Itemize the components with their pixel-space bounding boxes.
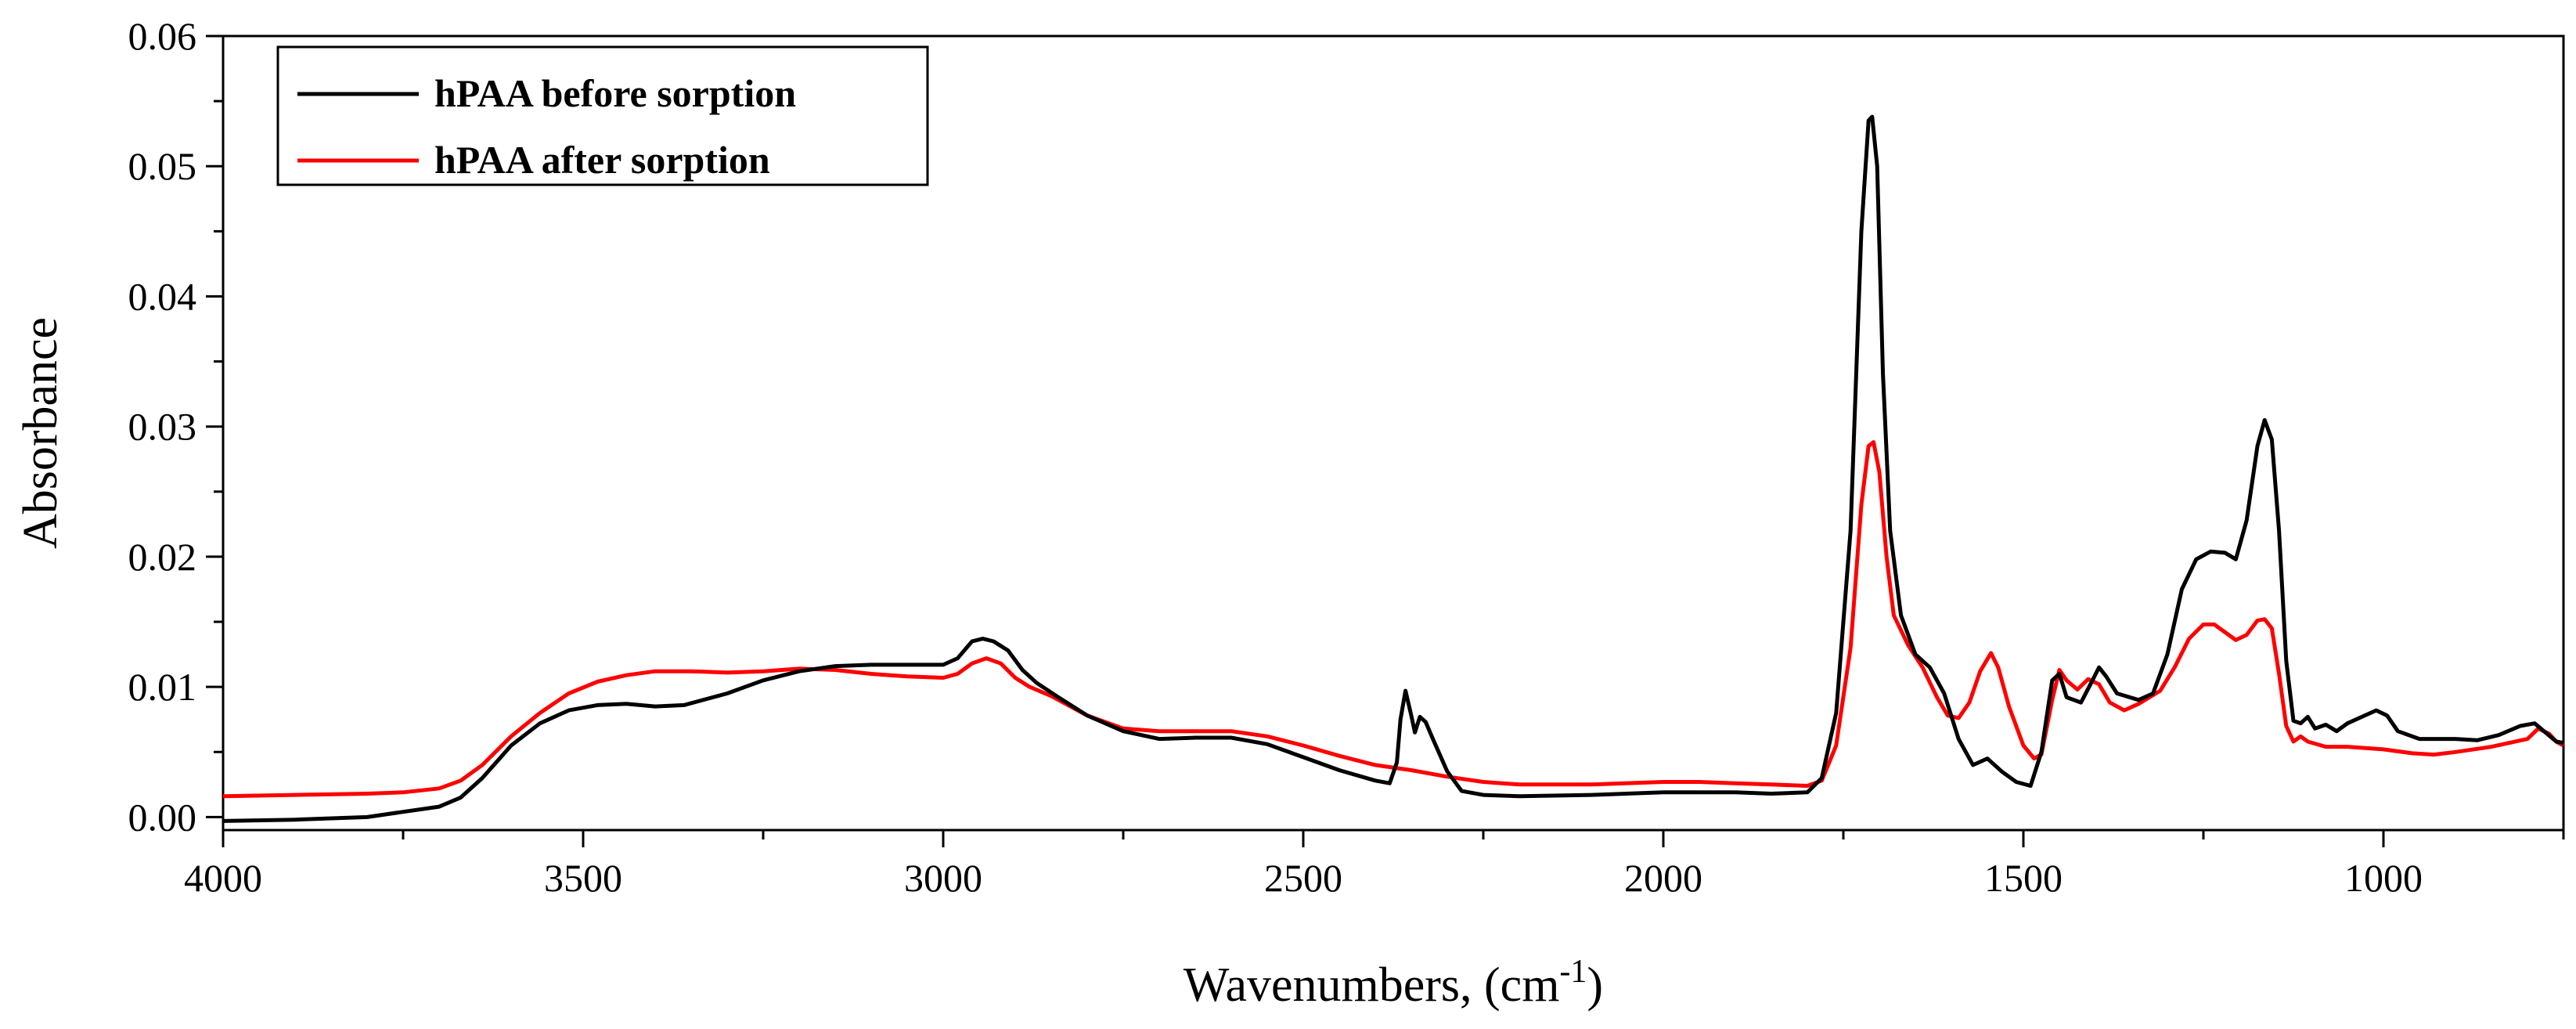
x-axis-title: Wavenumbers, (cm-1)	[1184, 954, 1603, 1012]
y-axis: 0.00 0.01 0.02 0.03 0.04 0.05 0.06	[128, 14, 223, 839]
legend: hPAA before sorption hPAA after sorption	[276, 45, 929, 186]
x-axis-title-suffix: )	[1587, 959, 1603, 1012]
x-tick-label: 3500	[544, 856, 622, 900]
x-tick-label: 3000	[904, 856, 982, 900]
x-tick-label: 1500	[1984, 856, 2063, 900]
y-tick-label: 0.04	[128, 274, 197, 318]
y-tick-label: 0.00	[128, 795, 197, 839]
y-tick-label: 0.03	[128, 405, 197, 449]
y-tick-label: 0.05	[128, 144, 197, 188]
x-tick-label: 2000	[1624, 856, 1702, 900]
series-line-after-sorption	[222, 440, 2565, 799]
x-axis-title-text: Wavenumbers, (cm	[1184, 959, 1560, 1012]
legend-label-before-sorption: hPAA before sorption	[434, 71, 796, 115]
plot-frame	[222, 34, 2565, 832]
x-tick-label: 2500	[1264, 856, 1342, 900]
x-tick-label: 1000	[2344, 856, 2423, 900]
y-tick-label: 0.01	[128, 665, 197, 709]
y-axis-title: Absorbance	[14, 317, 67, 549]
plot-area	[222, 34, 2565, 832]
x-axis: 4000 3500 3000 2500 2000 1500 1000	[184, 830, 2565, 900]
y-tick-label: 0.06	[128, 14, 197, 58]
y-tick-label: 0.02	[128, 535, 197, 579]
series-lines	[222, 114, 2565, 823]
legend-label-after-sorption: hPAA after sorption	[434, 138, 770, 182]
x-axis-title-superscript: -1	[1559, 954, 1587, 990]
series-line-before-sorption	[222, 114, 2564, 823]
x-tick-label: 4000	[184, 856, 262, 900]
